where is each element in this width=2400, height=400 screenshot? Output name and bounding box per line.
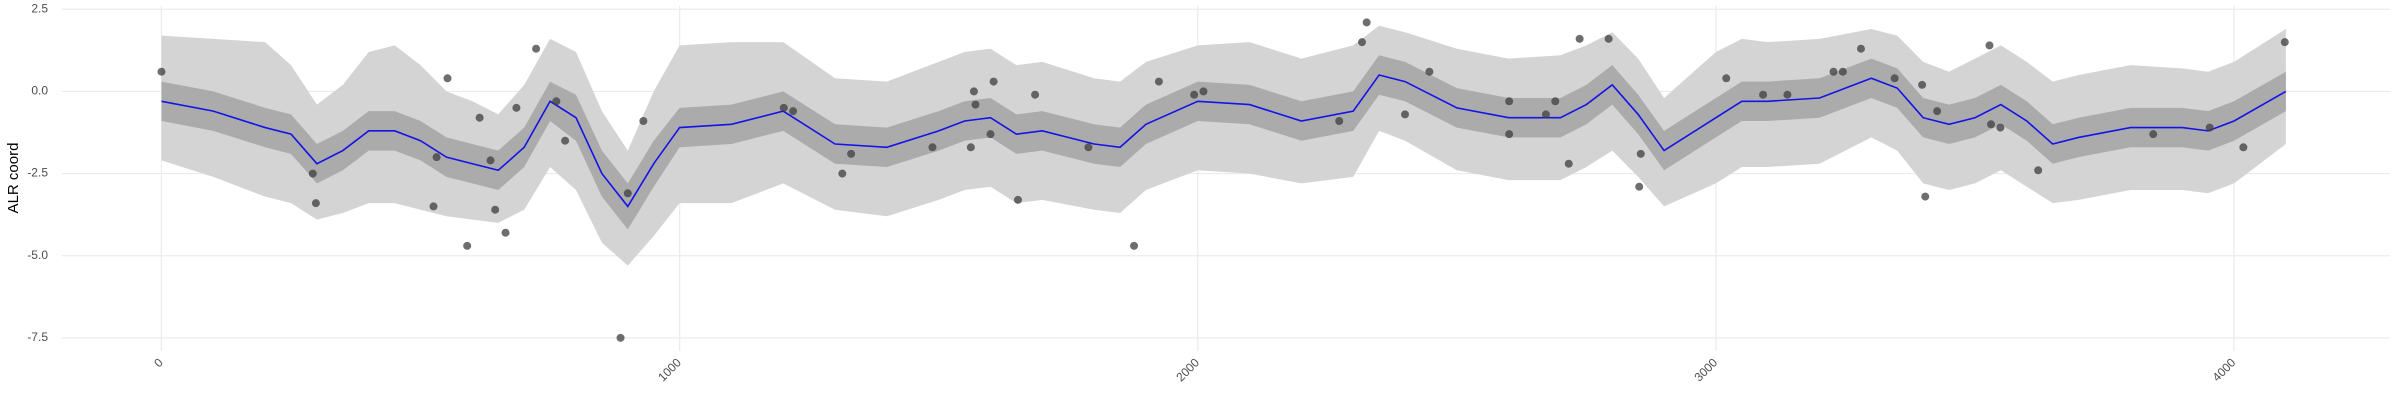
data-point xyxy=(1996,123,2005,132)
data-point xyxy=(1505,97,1514,106)
data-point xyxy=(532,44,541,53)
data-point xyxy=(443,74,452,83)
data-point xyxy=(623,189,632,198)
data-point xyxy=(639,117,648,125)
data-point xyxy=(1401,110,1410,119)
data-point xyxy=(1759,90,1768,99)
data-point xyxy=(1505,130,1514,139)
y-axis-title: ALR coord xyxy=(5,143,22,214)
data-point xyxy=(847,149,856,158)
data-point xyxy=(429,202,438,211)
data-point xyxy=(1636,149,1645,158)
data-point xyxy=(1199,87,1208,96)
confidence-band xyxy=(161,55,2286,230)
data-point xyxy=(1890,74,1899,83)
data-point xyxy=(1838,67,1847,76)
data-point xyxy=(1564,159,1573,168)
data-point xyxy=(989,77,998,86)
data-point xyxy=(501,228,510,237)
data-point xyxy=(1933,107,1942,116)
x-tick-label: 4000 xyxy=(2210,355,2239,384)
data-point xyxy=(789,107,798,116)
data-point xyxy=(616,333,625,342)
x-tick-label: 0 xyxy=(151,355,166,370)
data-point xyxy=(1130,241,1139,250)
data-point xyxy=(1358,38,1367,47)
data-point xyxy=(1190,90,1199,99)
data-point xyxy=(486,156,495,165)
data-point xyxy=(838,169,847,178)
y-tick-label: -5.0 xyxy=(27,248,48,262)
data-point xyxy=(308,169,317,178)
trend-line xyxy=(161,74,2287,208)
data-point xyxy=(2149,130,2158,139)
data-point xyxy=(2034,166,2043,175)
data-point xyxy=(1921,192,1930,201)
y-tick-label: 0.0 xyxy=(31,84,48,98)
data-point xyxy=(491,205,500,214)
data-point xyxy=(1722,74,1731,83)
data-point xyxy=(986,130,995,139)
data-point xyxy=(311,199,320,208)
data-point xyxy=(1335,117,1344,125)
data-point xyxy=(1031,90,1040,99)
data-point xyxy=(1987,120,1996,129)
data-point xyxy=(2205,123,2214,132)
data-point xyxy=(1084,143,1093,152)
data-point xyxy=(1013,195,1022,204)
data-point xyxy=(971,100,980,109)
data-point xyxy=(2280,38,2289,47)
x-tick-label: 1000 xyxy=(655,355,684,384)
confidence-band xyxy=(161,25,2286,266)
data-point xyxy=(1154,77,1163,86)
y-tick-label: -2.5 xyxy=(27,166,48,180)
data-point xyxy=(512,103,521,112)
data-point xyxy=(1362,18,1371,27)
x-tick-label: 2000 xyxy=(1173,355,1202,384)
data-point xyxy=(969,87,978,96)
data-point xyxy=(1856,44,1865,53)
data-point xyxy=(966,143,975,152)
data-point xyxy=(1829,67,1838,76)
y-tick-label: 2.5 xyxy=(31,1,48,15)
data-point xyxy=(552,97,561,106)
data-point xyxy=(1541,110,1550,119)
data-point xyxy=(432,153,441,162)
data-point xyxy=(928,143,937,152)
data-point xyxy=(1635,182,1644,191)
data-point xyxy=(561,136,570,145)
data-point xyxy=(1425,67,1434,76)
data-point xyxy=(463,241,472,250)
data-point xyxy=(1985,41,1994,50)
data-point xyxy=(1551,97,1560,106)
data-point xyxy=(779,103,788,112)
data-point xyxy=(1604,34,1613,43)
x-tick-label: 3000 xyxy=(1691,355,1720,384)
data-point xyxy=(1918,80,1927,89)
y-tick-label: -7.5 xyxy=(27,330,48,344)
data-point xyxy=(2239,143,2248,152)
data-point xyxy=(1783,90,1792,99)
data-point xyxy=(475,113,484,122)
data-point xyxy=(1575,34,1584,43)
data-point xyxy=(157,67,166,76)
